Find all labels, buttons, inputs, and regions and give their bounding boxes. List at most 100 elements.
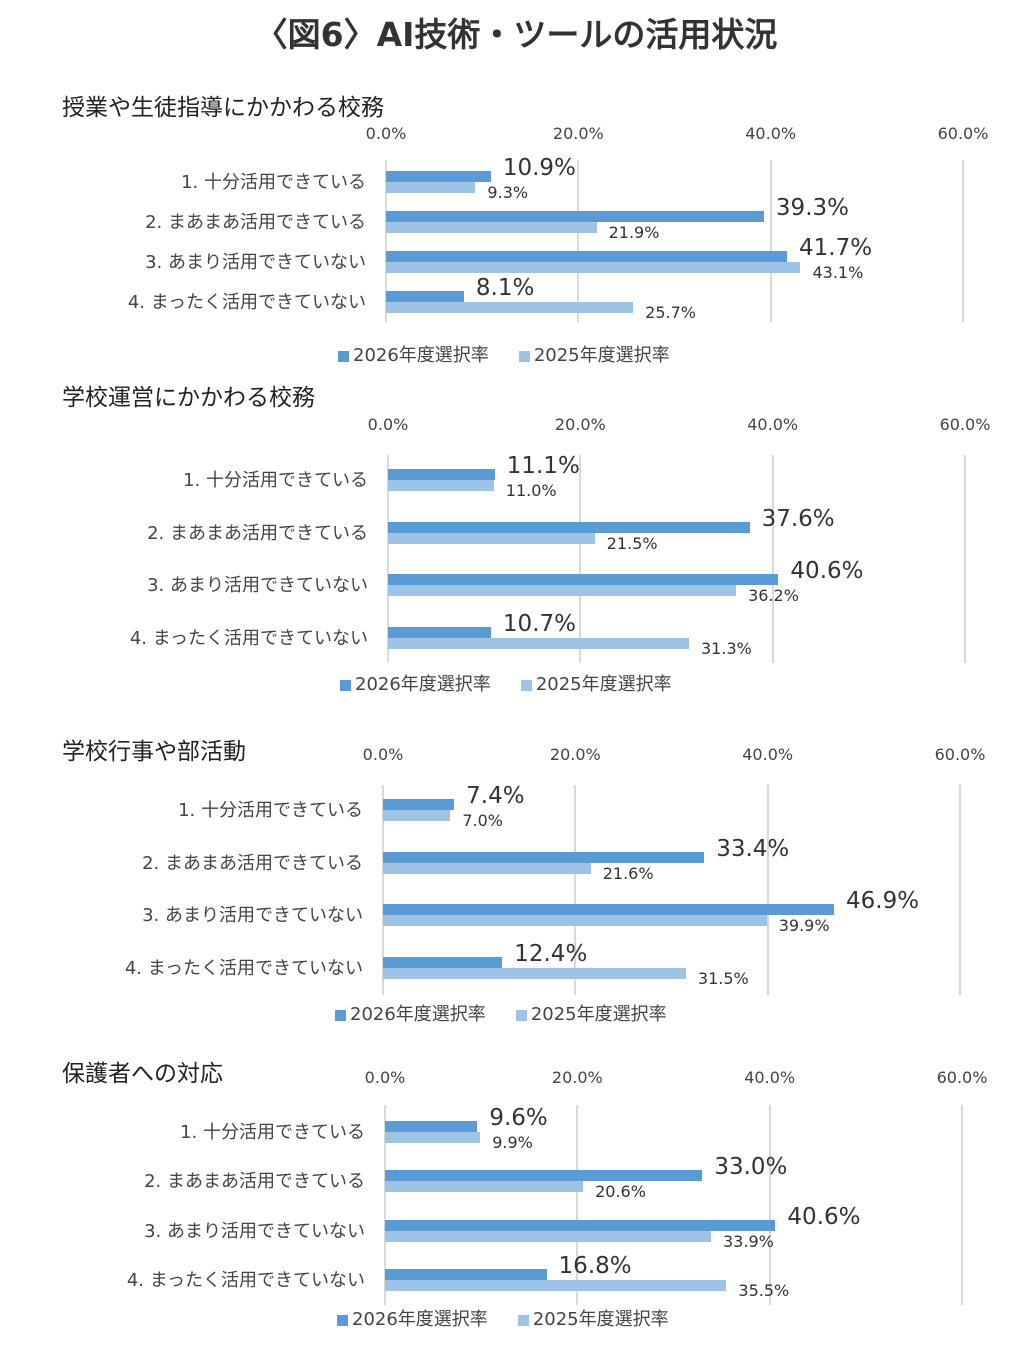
- data-label-2025: 31.5%: [697, 969, 749, 988]
- data-label-2026: 10.9%: [502, 155, 576, 181]
- figure-title: 〈図6〉AI技術・ツールの活用状況: [254, 15, 778, 54]
- data-label-2026: 16.8%: [558, 1253, 632, 1279]
- category-label: 1. 十分活用できている: [181, 172, 366, 193]
- y-axis-line: [384, 1105, 386, 1305]
- legend-item-2025: 2025年度選択率: [520, 670, 672, 696]
- legend-label: 2026年度選択率: [350, 1004, 486, 1025]
- legend-item-2025: 2025年度選択率: [518, 341, 670, 367]
- bar-2026: [385, 1121, 478, 1132]
- chart-title: 保護者への対応: [62, 1061, 223, 1087]
- bar-2025: [388, 480, 494, 491]
- legend-label: 2025年度選択率: [533, 345, 670, 366]
- data-label-2025: 21.6%: [602, 864, 654, 883]
- gridline: [962, 160, 964, 322]
- legend-label: 2025年度選択率: [530, 1004, 667, 1025]
- x-tick-label: 0.0%: [364, 1068, 406, 1087]
- x-tick-label: 20.0%: [552, 124, 604, 143]
- data-label-2026: 33.4%: [716, 836, 790, 862]
- data-label-2025: 9.9%: [492, 1133, 533, 1152]
- legend-swatch: [518, 350, 530, 362]
- bar-2025: [383, 915, 767, 926]
- x-tick-label: 60.0%: [936, 1068, 988, 1087]
- data-label-2025: 33.9%: [723, 1232, 774, 1251]
- data-label-2026: 7.4%: [466, 783, 525, 809]
- bar-2025: [383, 810, 451, 821]
- legend-item-2026: 2026年度選択率: [340, 670, 491, 696]
- legend-item-2025: 2025年度選択率: [515, 1000, 667, 1026]
- gridline: [574, 785, 577, 995]
- bar-2025: [386, 222, 597, 233]
- data-label-2026: 9.6%: [489, 1105, 548, 1131]
- data-label-2025: 25.7%: [645, 303, 696, 322]
- data-label-2025: 11.0%: [505, 481, 557, 500]
- legend-label: 2026年度選択率: [352, 1309, 488, 1330]
- x-tick-label: 60.0%: [934, 745, 986, 764]
- bar-2026: [388, 627, 491, 638]
- legend-swatch: [517, 1314, 529, 1326]
- gridline: [961, 1105, 963, 1305]
- x-tick-label: 60.0%: [937, 124, 989, 143]
- data-label-2026: 8.1%: [475, 275, 535, 301]
- data-label-2026: 40.6%: [787, 1204, 861, 1230]
- legend-swatch: [335, 1009, 346, 1021]
- bar-2026: [388, 469, 495, 480]
- bar-2025: [388, 585, 737, 596]
- legend-item-2025: 2025年度選択率: [517, 1305, 669, 1331]
- category-label: 3. あまり活用できていない: [145, 252, 366, 273]
- legend: 2026年度選択率 2025年度選択率: [337, 1305, 669, 1331]
- data-label-2026: 10.7%: [502, 611, 576, 637]
- data-label-2026: 40.6%: [790, 558, 864, 584]
- data-label-2025: 36.2%: [748, 586, 799, 605]
- x-tick-label: 0.0%: [362, 745, 404, 764]
- category-label: 1. 十分活用できている: [180, 1122, 365, 1143]
- category-label: 3. あまり活用できていない: [147, 575, 368, 596]
- bar-2025: [383, 863, 591, 874]
- x-tick-label: 40.0%: [747, 415, 799, 434]
- data-label-2025: 20.6%: [595, 1182, 646, 1201]
- legend: 2026年度選択率 2025年度選択率: [335, 1000, 667, 1026]
- data-label-2025: 7.0%: [462, 811, 503, 830]
- category-label: 4. まったく活用できていない: [129, 628, 368, 649]
- bar-2026: [383, 957, 503, 968]
- legend-swatch: [338, 350, 349, 362]
- bar-2025: [385, 1231, 711, 1242]
- gridline: [959, 785, 961, 995]
- bar-2026: [385, 1220, 776, 1231]
- legend-swatch: [340, 679, 351, 691]
- bar-2025: [386, 302, 634, 313]
- bar-2026: [383, 852, 705, 863]
- data-label-2026: 39.3%: [775, 195, 849, 221]
- x-tick-label: 20.0%: [551, 1068, 603, 1087]
- legend: 2026年度選択率 2025年度選択率: [340, 670, 672, 696]
- bar-2026: [388, 574, 779, 585]
- gridline: [769, 160, 772, 322]
- bar-2025: [385, 1280, 727, 1291]
- bar-2026: [385, 1269, 547, 1280]
- y-axis-line: [382, 785, 384, 995]
- legend: 2026年度選択率 2025年度選択率: [338, 341, 670, 367]
- data-label-2026: 37.6%: [761, 506, 835, 532]
- bar-2025: [388, 638, 689, 649]
- y-axis-line: [387, 455, 389, 663]
- bar-2026: [383, 904, 835, 915]
- category-label: 4. まったく活用できていない: [124, 958, 363, 979]
- bar-2026: [383, 799, 455, 810]
- bar-2026: [385, 1170, 703, 1181]
- bar-2026: [386, 171, 491, 182]
- chart-title: 学校運営にかかわる校務: [62, 385, 315, 411]
- chart-title: 学校行事や部活動: [62, 739, 246, 765]
- bar-2026: [386, 291, 464, 302]
- data-label-2025: 31.3%: [701, 639, 752, 658]
- data-label-2026: 46.9%: [846, 888, 920, 914]
- category-label: 4. まったく活用できていない: [127, 292, 366, 313]
- x-tick-label: 40.0%: [744, 1068, 796, 1087]
- data-label-2025: 21.5%: [606, 534, 658, 553]
- gridline: [771, 455, 774, 663]
- bar-2025: [383, 968, 686, 979]
- category-label: 1. 十分活用できている: [178, 800, 363, 821]
- bar-2026: [386, 251, 787, 262]
- gridline: [579, 455, 582, 663]
- legend-item-2026: 2026年度選択率: [335, 1000, 486, 1026]
- category-label: 2. まあまあ活用できている: [147, 523, 368, 544]
